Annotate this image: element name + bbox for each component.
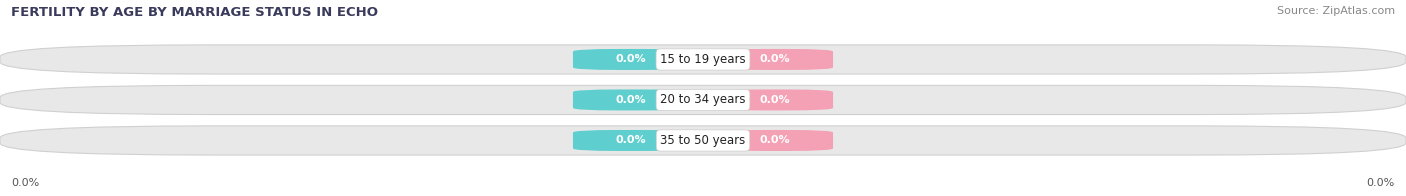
Text: FERTILITY BY AGE BY MARRIAGE STATUS IN ECHO: FERTILITY BY AGE BY MARRIAGE STATUS IN E… [11, 6, 378, 19]
FancyBboxPatch shape [0, 85, 1406, 114]
Text: 35 to 50 years: 35 to 50 years [661, 134, 745, 147]
Text: 15 to 19 years: 15 to 19 years [661, 53, 745, 66]
Text: 0.0%: 0.0% [11, 178, 39, 188]
FancyBboxPatch shape [0, 45, 1406, 74]
Text: 0.0%: 0.0% [759, 135, 790, 145]
FancyBboxPatch shape [574, 130, 689, 151]
FancyBboxPatch shape [574, 89, 689, 111]
FancyBboxPatch shape [717, 49, 832, 70]
Text: 0.0%: 0.0% [616, 135, 647, 145]
Text: 0.0%: 0.0% [759, 54, 790, 64]
FancyBboxPatch shape [574, 49, 689, 70]
FancyBboxPatch shape [0, 126, 1406, 155]
FancyBboxPatch shape [717, 89, 832, 111]
Text: Source: ZipAtlas.com: Source: ZipAtlas.com [1277, 6, 1395, 16]
Text: 0.0%: 0.0% [616, 54, 647, 64]
Text: 0.0%: 0.0% [616, 95, 647, 105]
Text: 0.0%: 0.0% [759, 95, 790, 105]
FancyBboxPatch shape [717, 130, 832, 151]
Text: 20 to 34 years: 20 to 34 years [661, 93, 745, 106]
Text: 0.0%: 0.0% [1367, 178, 1395, 188]
